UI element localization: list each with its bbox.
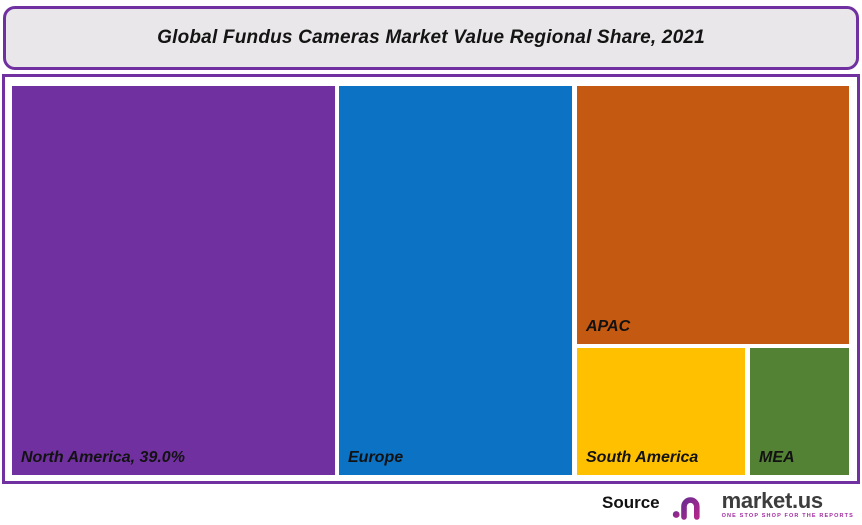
chart-title: Global Fundus Cameras Market Value Regio… — [157, 27, 705, 48]
marketus-brand-text: market.us ONE STOP SHOP FOR THE REPORTS — [722, 490, 854, 520]
source-row: Source market.us ONE STOP SHOP FOR THE R… — [602, 487, 854, 523]
chart-title-box: Global Fundus Cameras Market Value Regio… — [3, 6, 859, 70]
marketus-brand-name: market.us — [721, 488, 824, 514]
treemap-tile-europe: Europe — [339, 86, 572, 475]
treemap-tile-north-america: North America, 39.0% — [12, 86, 335, 475]
marketus-logo[interactable]: market.us ONE STOP SHOP FOR THE REPORTS — [672, 488, 854, 522]
treemap-tile-label: Europe — [348, 449, 404, 466]
treemap-tile-south-america: South America — [577, 348, 745, 475]
treemap-tile-mea: MEA — [750, 348, 849, 475]
treemap-tile-label: APAC — [586, 318, 631, 335]
treemap-tile-label: South America — [586, 449, 699, 466]
source-label: Source — [601, 493, 660, 512]
marketus-tagline: ONE STOP SHOP FOR THE REPORTS — [721, 513, 854, 520]
treemap-tile-label: MEA — [759, 449, 795, 466]
treemap-tile-apac: APAC — [577, 86, 849, 344]
treemap-tile-label: North America, 39.0% — [21, 449, 185, 466]
marketus-logo-icon — [672, 490, 714, 520]
